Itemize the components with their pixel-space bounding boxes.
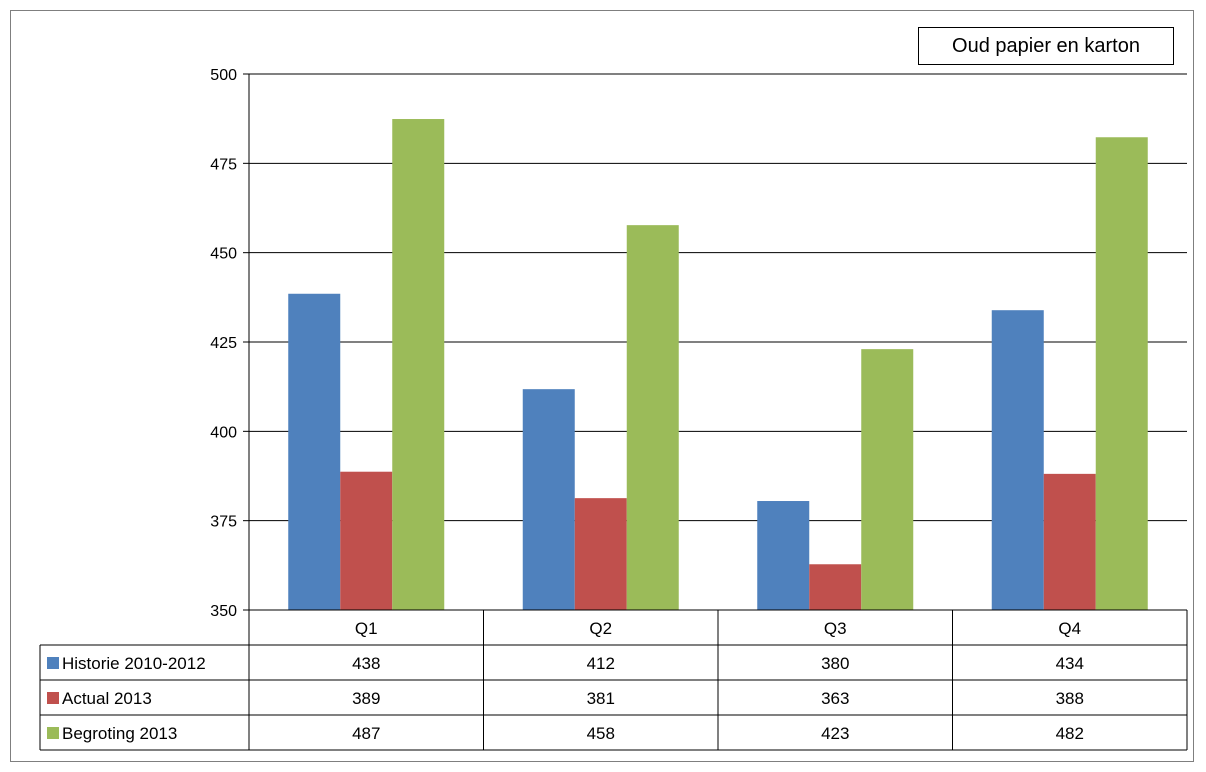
legend-swatch <box>47 727 59 739</box>
y-tick-label: 450 <box>210 246 237 263</box>
bar <box>288 293 341 610</box>
data-label: 412 <box>587 654 615 673</box>
gridlines <box>249 73 1187 522</box>
bar <box>809 564 862 610</box>
bar <box>1095 137 1148 611</box>
data-label: 380 <box>821 654 849 673</box>
data-label: 423 <box>821 724 849 743</box>
bar <box>340 471 393 610</box>
category-label: Q2 <box>589 619 612 638</box>
series-name: Begroting 2013 <box>62 724 177 743</box>
y-tick-label: 500 <box>210 67 237 84</box>
y-tick-label: 425 <box>210 335 237 352</box>
y-axis-ticks: 350 375 400 425 450 475 500 <box>210 67 249 620</box>
data-label: 487 <box>352 724 380 743</box>
legend-swatch <box>47 692 59 704</box>
bar <box>1043 473 1096 610</box>
bar <box>757 501 810 610</box>
data-label: 388 <box>1056 689 1084 708</box>
bar <box>861 349 914 610</box>
y-tick-label: 400 <box>210 424 237 441</box>
data-label: 434 <box>1056 654 1084 673</box>
category-label: Q3 <box>824 619 847 638</box>
data-table: Q1 Q2 Q3 Q4 Historie 2010-2012 438 412 380 434 Ac… <box>39 610 1188 751</box>
legend-swatch <box>47 657 59 669</box>
bar <box>574 498 627 610</box>
chart-title: Oud papier en karton <box>918 27 1174 65</box>
y-tick-label: 350 <box>210 603 237 620</box>
category-label: Q4 <box>1058 619 1081 638</box>
category-label: Q1 <box>355 619 378 638</box>
bar <box>626 225 679 611</box>
data-label: 482 <box>1056 724 1084 743</box>
bars <box>288 119 1148 611</box>
bar <box>522 389 575 610</box>
data-label: 363 <box>821 689 849 708</box>
data-label: 381 <box>587 689 615 708</box>
y-tick-label: 475 <box>210 156 237 173</box>
y-tick-label: 375 <box>210 514 237 531</box>
data-label: 389 <box>352 689 380 708</box>
series-name: Actual 2013 <box>62 689 152 708</box>
bar <box>991 310 1044 610</box>
data-label: 438 <box>352 654 380 673</box>
series-name: Historie 2010-2012 <box>62 654 206 673</box>
bar <box>392 119 445 611</box>
data-label: 458 <box>587 724 615 743</box>
